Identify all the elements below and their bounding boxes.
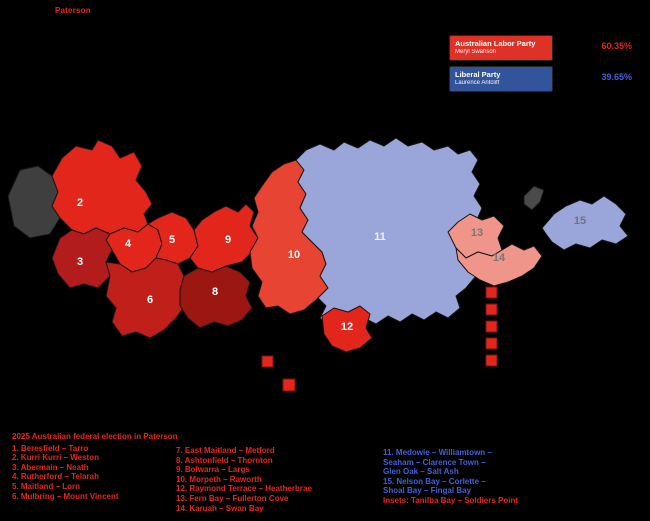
map-inset-square-2 <box>282 378 296 392</box>
figure-title: Paterson <box>55 6 91 15</box>
map-region-15 <box>541 195 629 251</box>
map-region-12 <box>321 305 373 353</box>
map-region-number-10: 10 <box>288 249 300 261</box>
footer-column-2: 7. East Maitland – Metford 8. Ashtonfield… <box>176 446 312 513</box>
labor-party-swatch: Australian Labor Party Meryl Swanson <box>450 36 552 60</box>
map-region-number-13: 13 <box>471 227 483 239</box>
locality-result-item: 10. Morpeth – Raworth <box>176 474 262 484</box>
labor-vote-share: 60.35% <box>601 41 632 51</box>
map-region-unlabeled-northeast <box>523 185 545 211</box>
locality-result-item: 12. Raymond Terrace – Heatherbrae <box>176 484 312 494</box>
map-region-number-9: 9 <box>225 234 231 246</box>
liberal-party-swatch: Liberal Party Laurence Antcliff <box>450 67 552 91</box>
footer-column-header: 2025 Australian federal election in Pate… <box>12 432 178 441</box>
map-region-number-8: 8 <box>212 286 218 298</box>
map-inset-square-5 <box>485 320 498 333</box>
map-region-number-11: 11 <box>374 231 386 243</box>
locality-result-item: 13. Fern Bay – Fullerton Cove <box>176 493 289 503</box>
locality-result-item: 6. Mulbring – Mount Vincent <box>12 491 119 501</box>
legend-row-labor: Australian Labor Party Meryl Swanson 60.… <box>450 36 632 60</box>
results-legend: Australian Labor Party Meryl Swanson 60.… <box>450 36 632 98</box>
map-region-number-15: 15 <box>574 215 586 227</box>
locality-result-item: Glen Oak – Salt Ash <box>383 467 459 477</box>
locality-result-item: 8. Ashtonfield – Thornton <box>176 455 273 465</box>
locality-result-item: 7. East Maitland – Metford <box>176 446 275 455</box>
map-region-number-3: 3 <box>77 256 83 268</box>
footer-column-1: 2025 Australian federal election in Pate… <box>12 432 178 501</box>
labor-party-name: Australian Labor Party <box>455 39 536 48</box>
map-region-number-14: 14 <box>493 252 506 264</box>
locality-result-item: Shoal Bay – Fingal Bay <box>383 486 472 496</box>
map-region-number-12: 12 <box>341 321 353 333</box>
map-inset-square-3 <box>485 286 498 299</box>
map-region-14 <box>455 243 543 287</box>
liberal-party-name: Liberal Party <box>455 70 501 79</box>
locality-result-item: 11. Medowie – Williamtown – <box>383 448 492 457</box>
footer-column-3: 11. Medowie – Williamtown – Seaham – Clar… <box>383 448 518 506</box>
locality-result-item: 15. Nelson Bay – Corlette – <box>383 476 486 486</box>
locality-result-item: Seaham – Clarence Town – <box>383 457 486 467</box>
labor-candidate-name: Meryl Swanson <box>455 49 497 55</box>
map-region-9 <box>189 203 259 273</box>
map-region-number-2: 2 <box>77 197 83 209</box>
map-region-number-4: 4 <box>125 238 132 250</box>
locality-result-item: 14. Karuah – Swan Bay <box>176 503 264 513</box>
liberal-candidate-name: Laurence Antcliff <box>455 80 500 86</box>
locality-result-item: 5. Maitland – Lorn <box>12 481 81 491</box>
liberal-vote-share: 39.65% <box>601 72 632 82</box>
map-inset-square-7 <box>485 354 498 367</box>
map-region-number-5: 5 <box>169 234 175 246</box>
map-inset-square-6 <box>485 337 498 350</box>
locality-result-item: 2. Kurri Kurri – Weston <box>12 453 99 463</box>
locality-result-item: 1. Beresfield – Tarro <box>12 443 89 453</box>
map-region-2 <box>51 139 153 235</box>
map-inset-square-1 <box>261 355 274 368</box>
locality-result-item: Insets: Tanilba Bay – Soldiers Point <box>383 495 518 505</box>
map-inset-square-4 <box>485 303 498 316</box>
map-region-number-6: 6 <box>147 294 153 306</box>
locality-result-item: 4. Rutherford – Telarah <box>12 472 99 482</box>
map-region-6 <box>105 257 187 339</box>
locality-result-item: 9. Bolwarra – Largs <box>176 465 250 475</box>
legend-row-liberal: Liberal Party Laurence Antcliff 39.65% <box>450 67 632 91</box>
locality-result-item: 3. Abermain – Neath <box>12 462 89 472</box>
